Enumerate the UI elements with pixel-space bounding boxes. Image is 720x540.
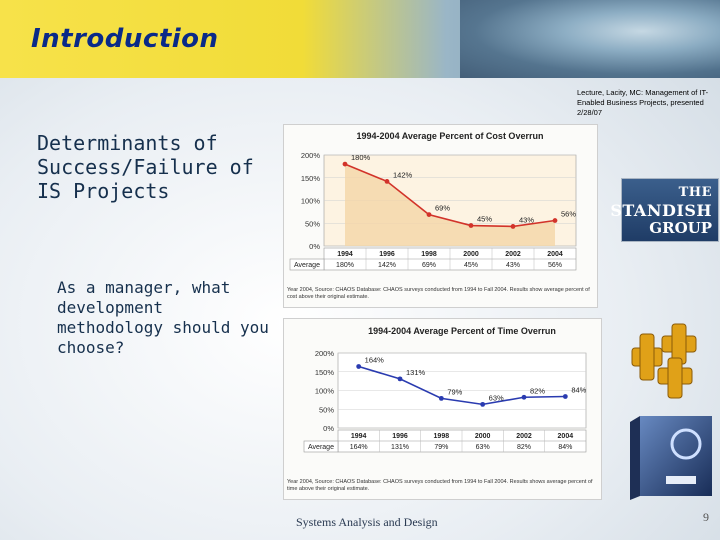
y-tick-label: 100% — [315, 387, 335, 396]
x-tick-label: 2000 — [463, 251, 479, 258]
x-tick-label: 2004 — [558, 433, 574, 440]
x-tick-label: 1996 — [392, 433, 408, 440]
y-tick-label: 150% — [315, 368, 335, 377]
data-label: 45% — [477, 215, 492, 224]
data-label: 63% — [489, 393, 504, 402]
puzzle-pieces-image — [631, 323, 697, 399]
table-value: 131% — [391, 444, 409, 451]
data-label: 180% — [351, 153, 371, 162]
x-tick-label: 1998 — [421, 251, 437, 258]
y-tick-label: 0% — [323, 424, 334, 433]
cost-overrun-caption: Year 2004, Source: CHAOS Database: CHAOS… — [287, 287, 590, 300]
time-overrun-chart-svg: 1994-2004 Average Percent of Time Overru… — [303, 326, 587, 453]
eye-graphic — [460, 0, 720, 78]
x-tick-label: 1994 — [337, 251, 353, 258]
cost-overrun-chart-svg: 1994-2004 Average Percent of Cost Overru… — [289, 131, 576, 271]
data-label: 142% — [393, 170, 413, 179]
x-tick-label: 2002 — [516, 433, 532, 440]
table-value: 69% — [422, 262, 436, 269]
row-label-cell — [289, 258, 325, 271]
data-point — [468, 223, 474, 228]
table-value: 56% — [548, 262, 562, 269]
y-tick-label: 50% — [319, 405, 334, 414]
data-point — [510, 224, 516, 229]
software-box-image — [630, 416, 712, 500]
data-label: 82% — [530, 386, 545, 395]
data-point — [438, 395, 444, 401]
table-value: 79% — [434, 444, 448, 451]
time-overrun-chart: 1994-2004 Average Percent of Time Overru… — [283, 318, 602, 500]
data-label: 43% — [519, 215, 534, 224]
row-label-cell — [303, 440, 339, 453]
table-value: 63% — [476, 444, 490, 451]
y-tick-label: 0% — [309, 242, 320, 251]
data-point — [356, 364, 362, 369]
y-tick-label: 200% — [301, 151, 321, 160]
table-value: 45% — [464, 262, 478, 269]
table-value: 142% — [378, 262, 396, 269]
table-value: 164% — [350, 444, 368, 451]
logo-text-line2: STANDISH — [610, 201, 712, 220]
data-point — [480, 401, 486, 407]
data-point — [552, 218, 558, 223]
data-label: 79% — [447, 387, 462, 396]
header-banner — [0, 0, 720, 78]
y-tick-label: 150% — [301, 174, 321, 183]
series-area — [345, 164, 555, 246]
data-point — [426, 212, 432, 218]
data-point — [342, 161, 348, 167]
data-label: 69% — [435, 204, 450, 213]
series-line — [358, 365, 566, 406]
slide-heading: Determinants of Success/Failure of IS Pr… — [37, 131, 254, 203]
table-value: 43% — [506, 262, 520, 269]
data-point — [397, 376, 403, 382]
data-label: 84% — [571, 386, 586, 395]
chart-title: 1994-2004 Average Percent of Cost Overru… — [357, 131, 544, 141]
y-tick-label: 50% — [305, 219, 320, 228]
cost-overrun-chart: 1994-2004 Average Percent of Cost Overru… — [283, 124, 598, 308]
footer-text: Systems Analysis and Design — [296, 515, 438, 529]
data-label: 131% — [406, 368, 426, 377]
table-value: 82% — [517, 444, 531, 451]
x-tick-label: 1996 — [379, 251, 395, 258]
data-point — [562, 394, 568, 399]
series-line — [344, 163, 556, 228]
row-label: Average — [308, 444, 334, 451]
y-tick-label: 200% — [315, 349, 335, 358]
table-value: 180% — [336, 262, 354, 269]
x-tick-label: 1994 — [351, 433, 367, 440]
x-tick-label: 2002 — [505, 251, 521, 258]
logo-text-line1: THE — [678, 185, 712, 200]
slide-title: Introduction — [31, 24, 219, 54]
data-point — [521, 394, 527, 400]
slide-question: As a manager, what development methodolo… — [57, 278, 269, 357]
standish-group-logo: THE STANDISH GROUP — [610, 178, 719, 242]
time-overrun-caption: Year 2004, Source: CHAOS Database: CHAOS… — [287, 479, 593, 492]
x-tick-label: 2004 — [547, 251, 563, 258]
table-value: 84% — [558, 444, 572, 451]
chart-title: 1994-2004 Average Percent of Time Overru… — [368, 326, 556, 336]
data-point — [384, 178, 390, 184]
slide-number: 9 — [703, 510, 709, 524]
source-note: Lecture, Lacity, MC: Management of IT-En… — [577, 88, 709, 117]
logo-text-line3: GROUP — [649, 219, 712, 237]
data-label: 164% — [365, 356, 385, 365]
x-tick-label: 2000 — [475, 433, 491, 440]
row-label: Average — [294, 262, 320, 269]
data-label: 56% — [561, 210, 576, 219]
x-tick-label: 1998 — [434, 433, 450, 440]
y-tick-label: 100% — [301, 197, 321, 206]
